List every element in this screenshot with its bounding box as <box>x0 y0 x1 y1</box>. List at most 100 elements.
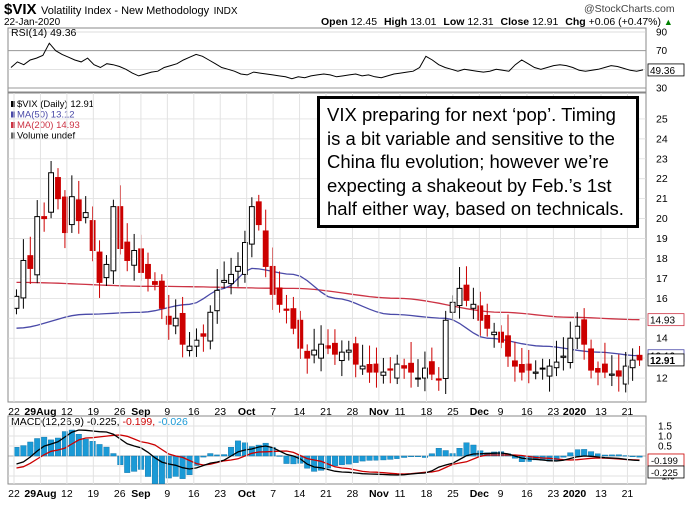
macd-histogram-bar <box>48 439 55 457</box>
high-label: High <box>383 16 408 28</box>
macd-histogram-bar <box>588 451 595 457</box>
candle-body <box>484 314 491 329</box>
macd-histogram-bar <box>214 454 221 457</box>
macd-histogram-bar <box>463 442 470 457</box>
candle-body <box>297 319 304 349</box>
candle-body <box>539 367 546 370</box>
macd-histogram-bar <box>567 452 574 457</box>
candle-body <box>470 303 477 309</box>
candle-body <box>629 359 636 369</box>
rsi-current-value: 49.36 <box>650 66 675 77</box>
candle-body <box>242 242 248 275</box>
candle-body <box>68 196 75 226</box>
annotation-line: expecting a shakeout by Feb.’s 1st <box>327 174 612 196</box>
candle-body <box>352 343 359 365</box>
candle-body <box>172 317 179 327</box>
symbol: $VIX <box>4 1 37 18</box>
macd-histogram-bar <box>158 455 165 484</box>
price-x-label: 23 <box>548 406 560 418</box>
macd-x-label: 12 <box>61 488 73 500</box>
candle-body <box>165 315 172 325</box>
price-x-label: 9 <box>164 406 170 418</box>
candle-body <box>622 365 629 385</box>
legend-swatch <box>11 132 15 139</box>
candle-body <box>235 265 241 272</box>
macd-histogram-bar <box>394 455 401 459</box>
macd-x-label: Sep <box>131 488 150 500</box>
macd-tick-label: 1.0 <box>658 432 672 443</box>
candle-body <box>546 365 553 377</box>
candle-body <box>186 345 193 352</box>
macd-histogram-bar <box>408 455 415 458</box>
candle-body <box>131 249 138 266</box>
candle-body <box>387 368 394 371</box>
macd-histogram-bar <box>359 455 366 462</box>
macd-x-label: Nov <box>369 488 389 500</box>
chart-title: $VIX Volatility Index - New Methodology … <box>4 1 238 19</box>
price-x-label: 19 <box>87 406 99 418</box>
macd-signal-current-value: -0.199 <box>651 456 678 467</box>
macd-tick-label: 0.5 <box>658 442 672 453</box>
macd-histogram-bar <box>574 449 581 457</box>
macd-x-label: 9 <box>164 488 170 500</box>
macd-histogram-bar <box>338 455 345 466</box>
macd-histogram-bar <box>401 455 408 458</box>
macd-histogram-bar <box>491 451 498 457</box>
price-x-label: 18 <box>421 406 433 418</box>
rsi-tick-label: 70 <box>656 46 668 57</box>
candle-body <box>532 371 539 374</box>
candle-body <box>428 361 435 375</box>
price-x-label: 9 <box>498 406 504 418</box>
candle-body <box>373 363 380 373</box>
watermark: @StockCharts.com <box>584 3 675 15</box>
candle-body <box>394 363 401 379</box>
candle-body <box>200 333 207 337</box>
chg-label: Chg <box>565 16 586 28</box>
macd-label-value: -0.199, <box>122 416 158 428</box>
candle-body <box>221 279 228 283</box>
candle-body <box>442 319 449 379</box>
macd-histogram-bar <box>262 442 269 457</box>
high-value: 13.01 <box>410 16 437 28</box>
macd-x-label: 16 <box>188 488 200 500</box>
price-tick-label: 25 <box>656 113 668 125</box>
candle-body <box>145 263 151 279</box>
price-tick-label: 19 <box>656 233 668 245</box>
price-x-label: 14 <box>294 406 306 418</box>
macd-histogram-bar <box>456 448 463 457</box>
open-label: Open <box>321 16 348 28</box>
annotation-line: is a bit variable and sensitive to the <box>327 127 615 149</box>
close-current-value: 12.91 <box>650 356 675 367</box>
macd-line <box>16 429 640 476</box>
macd-label-name: MACD(12,26,9) <box>11 416 87 428</box>
candle-body <box>48 172 55 213</box>
close-label: Close <box>500 16 530 28</box>
macd-histogram-bar <box>331 455 338 467</box>
ma200-current-value-box <box>647 313 685 327</box>
macd-histogram-bar <box>235 440 241 457</box>
price-tick-label: 20 <box>656 213 668 225</box>
annotation-line: VIX preparing for next ‘pop’. Timing <box>327 104 616 125</box>
candle-body <box>55 177 61 200</box>
ma50-line <box>16 267 640 357</box>
macd-histogram-bar <box>200 455 207 458</box>
macd-histogram-bar <box>636 455 643 458</box>
candle-body <box>477 305 484 321</box>
candle-body <box>518 364 525 373</box>
price-x-label: Dec <box>470 406 489 418</box>
macd-histogram-bar <box>117 455 124 466</box>
price-x-label: 7 <box>270 406 276 418</box>
close-value: 12.91 <box>532 16 559 28</box>
candle-body <box>193 339 200 347</box>
price-x-label: 21 <box>622 406 634 418</box>
macd-x-label: 21 <box>320 488 332 500</box>
candle-body <box>290 308 297 329</box>
candle-body <box>110 206 117 272</box>
macd-current-box <box>647 465 685 479</box>
macd-histogram-bar <box>601 454 608 457</box>
macd-histogram-bar <box>124 455 131 473</box>
macd-x-label: 9 <box>498 488 504 500</box>
annotation-box: VIX preparing for next ‘pop’. Timing is … <box>317 96 639 228</box>
price-tick-label: 16 <box>656 293 668 305</box>
macd-histogram-bar <box>96 444 103 457</box>
